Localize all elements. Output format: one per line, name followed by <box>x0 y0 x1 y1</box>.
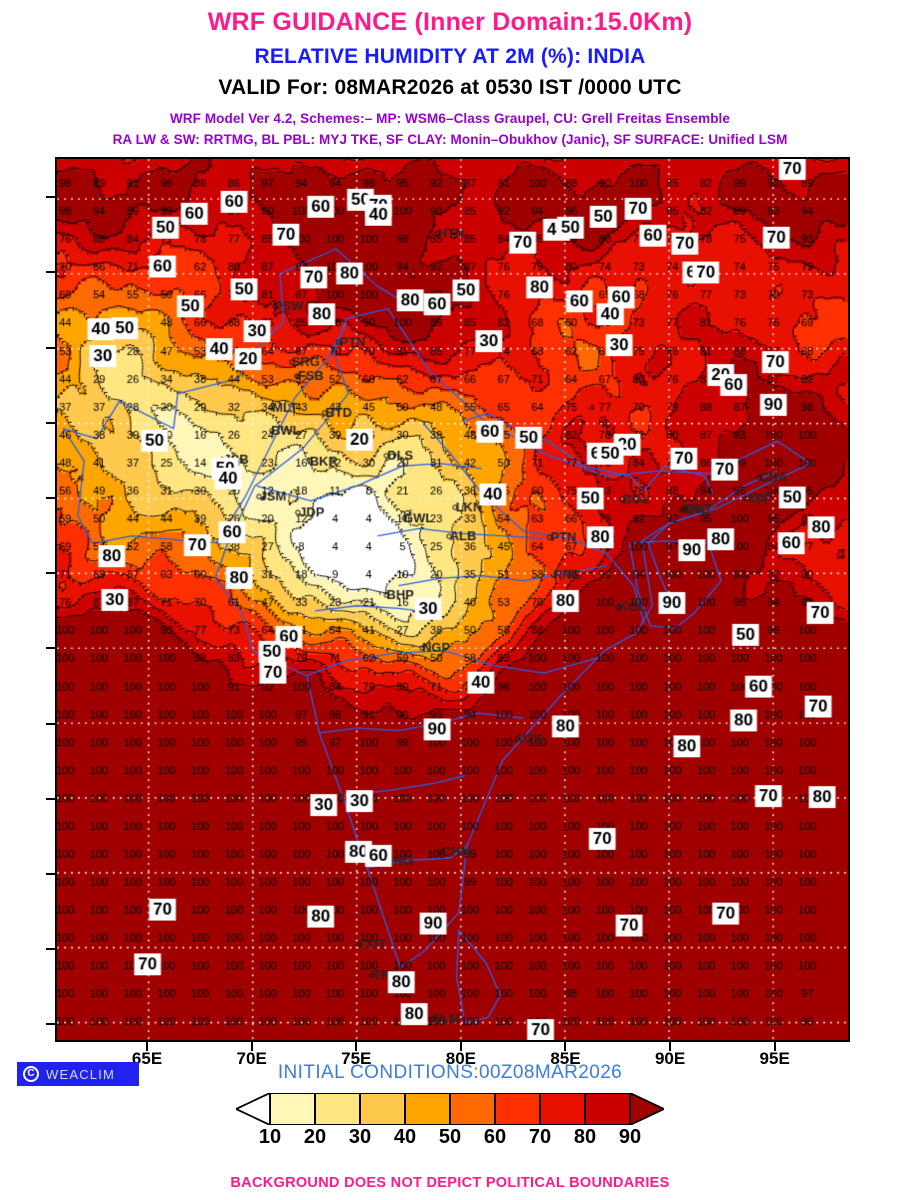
page-title-main: WRF GUIDANCE (Inner Domain:15.0Km) <box>207 8 693 36</box>
latitude-tick <box>46 873 55 876</box>
colorbar-tick-label: 90 <box>618 1126 642 1148</box>
map-panel[interactable]: 39N36N33N30N27N24N21N18N15N12N9N6N 65E70… <box>46 157 850 1068</box>
initial-conditions-label: INITIAL CONDITIONS:00Z08MAR2026 <box>277 1062 623 1083</box>
latitude-tick <box>46 572 55 575</box>
colorbar-tick-label: 70 <box>528 1126 552 1148</box>
latitude-tick <box>46 271 55 274</box>
colorbar-tick-labels: 10 20 30 40 50 60 70 80 90 <box>236 1126 664 1152</box>
latitude-tick <box>46 722 55 725</box>
colorbar-tick-label: 60 <box>483 1126 507 1148</box>
colorbar-tick-label: 40 <box>393 1126 417 1148</box>
map-frame <box>55 157 850 1042</box>
longitude-tick-label: 95E <box>759 1049 790 1068</box>
latitude-tick <box>46 346 55 349</box>
longitude-tick-label: 90E <box>654 1049 686 1068</box>
model-config-line-2: RA LW & SW: RRTMG, BL PBL: MYJ TKE, SF C… <box>112 132 788 147</box>
colorbar-band <box>540 1093 585 1125</box>
colorbar-tick-label: 30 <box>348 1126 372 1148</box>
copyright-icon: C <box>23 1066 39 1082</box>
latitude-tick <box>46 196 55 199</box>
colorbar-tick-label: 80 <box>573 1126 597 1148</box>
model-config-line-1: WRF Model Ver 4.2, Schemes:– MP: WSM6–Cl… <box>169 111 731 126</box>
longitude-tick <box>250 1042 253 1051</box>
latitude-tick <box>46 948 55 951</box>
colorbar-band <box>450 1093 495 1125</box>
longitude-tick <box>773 1042 776 1051</box>
longitude-tick-label: 80E <box>445 1049 476 1068</box>
longitude-tick-label: 65E <box>131 1049 163 1068</box>
colorbar-tick-label: 10 <box>258 1126 282 1148</box>
longitude-tick-label: 70E <box>236 1049 267 1068</box>
page-title-sub: RELATIVE HUMIDITY AT 2M (%): INDIA <box>254 45 646 68</box>
latitude-tick <box>46 797 55 800</box>
colorbar-band <box>315 1093 360 1125</box>
humidity-heatmap-canvas <box>57 159 848 1040</box>
colorbar-tick-label: 20 <box>303 1126 327 1148</box>
colorbar-band <box>360 1093 405 1125</box>
colorbar <box>233 1091 667 1127</box>
weaclim-logo: C WEACLIM <box>17 1062 139 1086</box>
latitude-tick <box>46 421 55 424</box>
latitude-tick <box>46 496 55 499</box>
logo-label: WEACLIM <box>46 1066 116 1082</box>
colorbar-band <box>495 1093 540 1125</box>
colorbar-over-arrow <box>629 1091 667 1127</box>
valid-time-line: VALID For: 08MAR2026 at 0530 IST /0000 U… <box>218 76 682 99</box>
disclaimer-footer: BACKGROUND DOES NOT DEPICT POLITICAL BOU… <box>230 1175 670 1191</box>
latitude-tick <box>46 647 55 650</box>
longitude-tick-label: 75E <box>341 1049 372 1068</box>
longitude-tick-label: 85E <box>550 1049 581 1068</box>
longitude-tick <box>459 1042 462 1051</box>
colorbar-band <box>585 1093 630 1125</box>
longitude-tick <box>146 1042 149 1051</box>
longitude-tick <box>355 1042 358 1051</box>
colorbar-band <box>270 1093 315 1125</box>
longitude-tick <box>669 1042 672 1051</box>
colorbar-tick-label: 50 <box>438 1126 462 1148</box>
colorbar-band <box>405 1093 450 1125</box>
colorbar-under-arrow <box>233 1091 271 1127</box>
longitude-tick <box>564 1042 567 1051</box>
latitude-tick <box>46 1023 55 1026</box>
